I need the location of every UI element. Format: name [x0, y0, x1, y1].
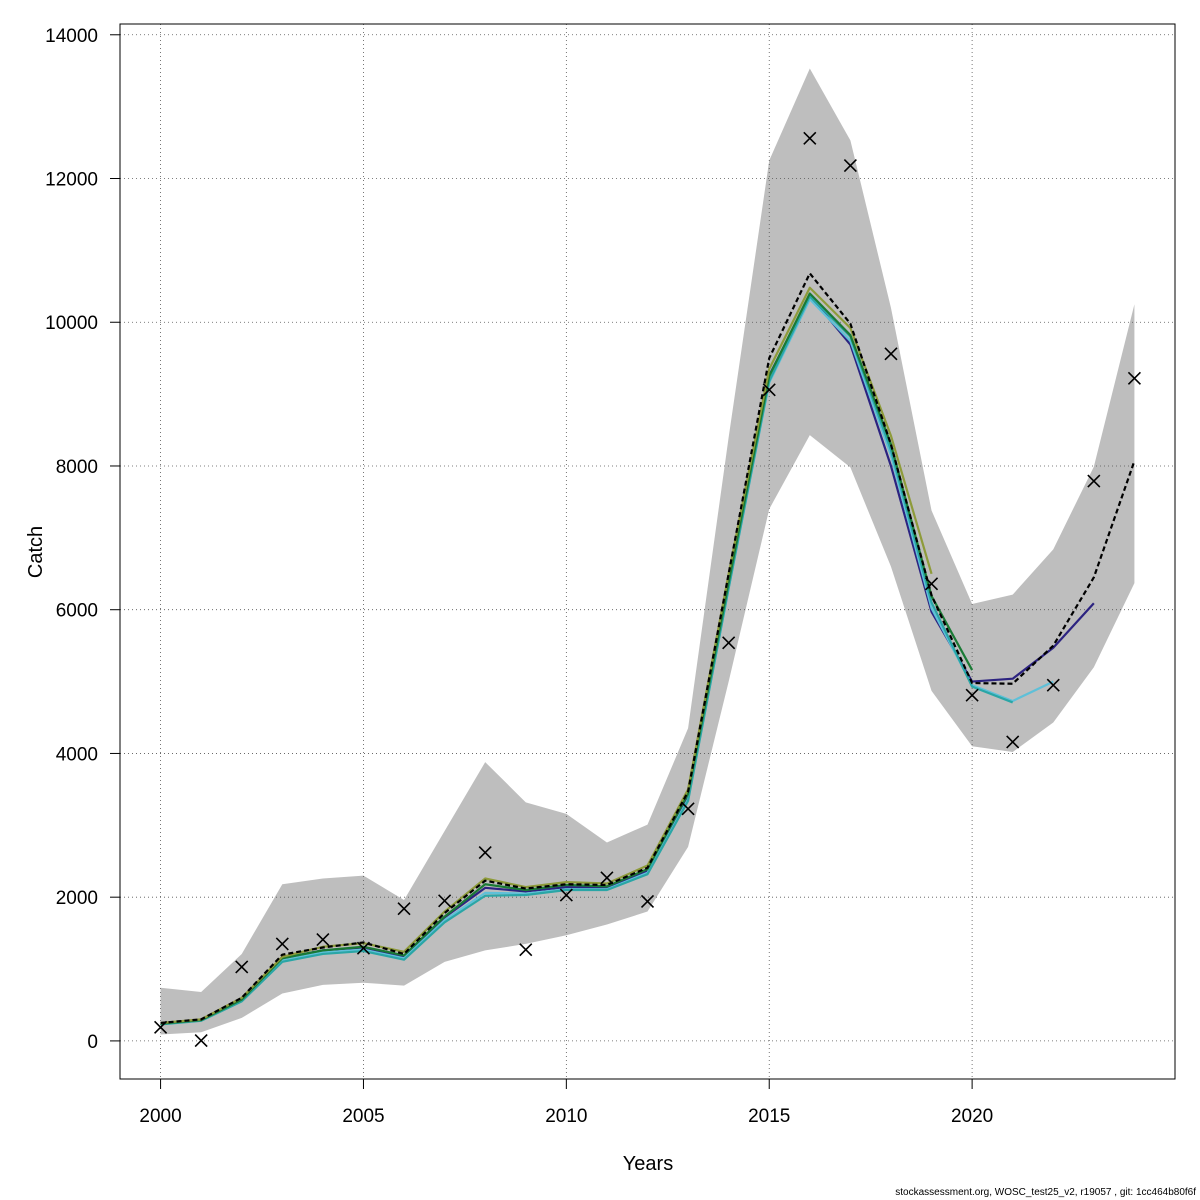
series-line-4 [160, 286, 933, 1025]
confidence-band-area [160, 68, 1135, 1035]
series-line-2 [160, 295, 1014, 1026]
y-tick-label: 12000 [45, 170, 98, 191]
series-line-3 [160, 292, 974, 1025]
y-tick-label: 14000 [45, 26, 98, 47]
observed-point [681, 802, 695, 816]
observed-point [1006, 735, 1020, 749]
observed-point [519, 943, 533, 957]
observed-point [762, 383, 776, 397]
y-axis-title: Catch [25, 526, 47, 578]
x-tick-label: 2000 [139, 1106, 181, 1127]
observed-point [1087, 474, 1101, 488]
observed-point [1127, 371, 1141, 385]
y-tick-label: 8000 [56, 457, 98, 478]
observed-points [154, 131, 1141, 1048]
observed-point [1046, 678, 1060, 692]
x-tick-label: 2005 [342, 1106, 384, 1127]
y-tick-label: 4000 [56, 744, 98, 765]
x-tick-label: 2020 [951, 1106, 993, 1127]
observed-point [559, 888, 573, 902]
y-tick-label: 10000 [45, 313, 98, 334]
observed-point [154, 1020, 168, 1034]
x-tick-label: 2010 [545, 1106, 587, 1127]
observed-point [356, 941, 371, 955]
series-line-5 [160, 272, 1136, 1025]
observed-point [884, 347, 898, 361]
observed-point [843, 159, 857, 173]
observed-point [275, 937, 289, 951]
observed-point [397, 902, 411, 916]
axes: 2000 2005 2010 2015 2020 0 2000 4000 6000 8000 100… [45, 26, 993, 1127]
observed-point [924, 577, 939, 591]
observed-point [194, 1033, 208, 1048]
observed-point [438, 894, 452, 908]
series-lines [160, 272, 1136, 1026]
confidence-band [160, 68, 1135, 1035]
observed-point [965, 688, 979, 702]
y-tick-label: 0 [87, 1032, 98, 1053]
observed-point [722, 636, 736, 650]
y-tick-label: 6000 [56, 601, 98, 622]
x-axis-title: Years [623, 1153, 673, 1175]
observed-point [235, 960, 249, 974]
observed-point [803, 131, 817, 145]
observed-point [640, 894, 655, 909]
observed-point [600, 871, 614, 885]
y-tick-label: 2000 [56, 888, 98, 909]
observed-point [316, 933, 330, 947]
observed-point [478, 846, 492, 860]
footer-source-text: stockassessment.org, WOSC_test25_v2, r19… [895, 1187, 1196, 1198]
x-tick-label: 2015 [748, 1106, 790, 1127]
